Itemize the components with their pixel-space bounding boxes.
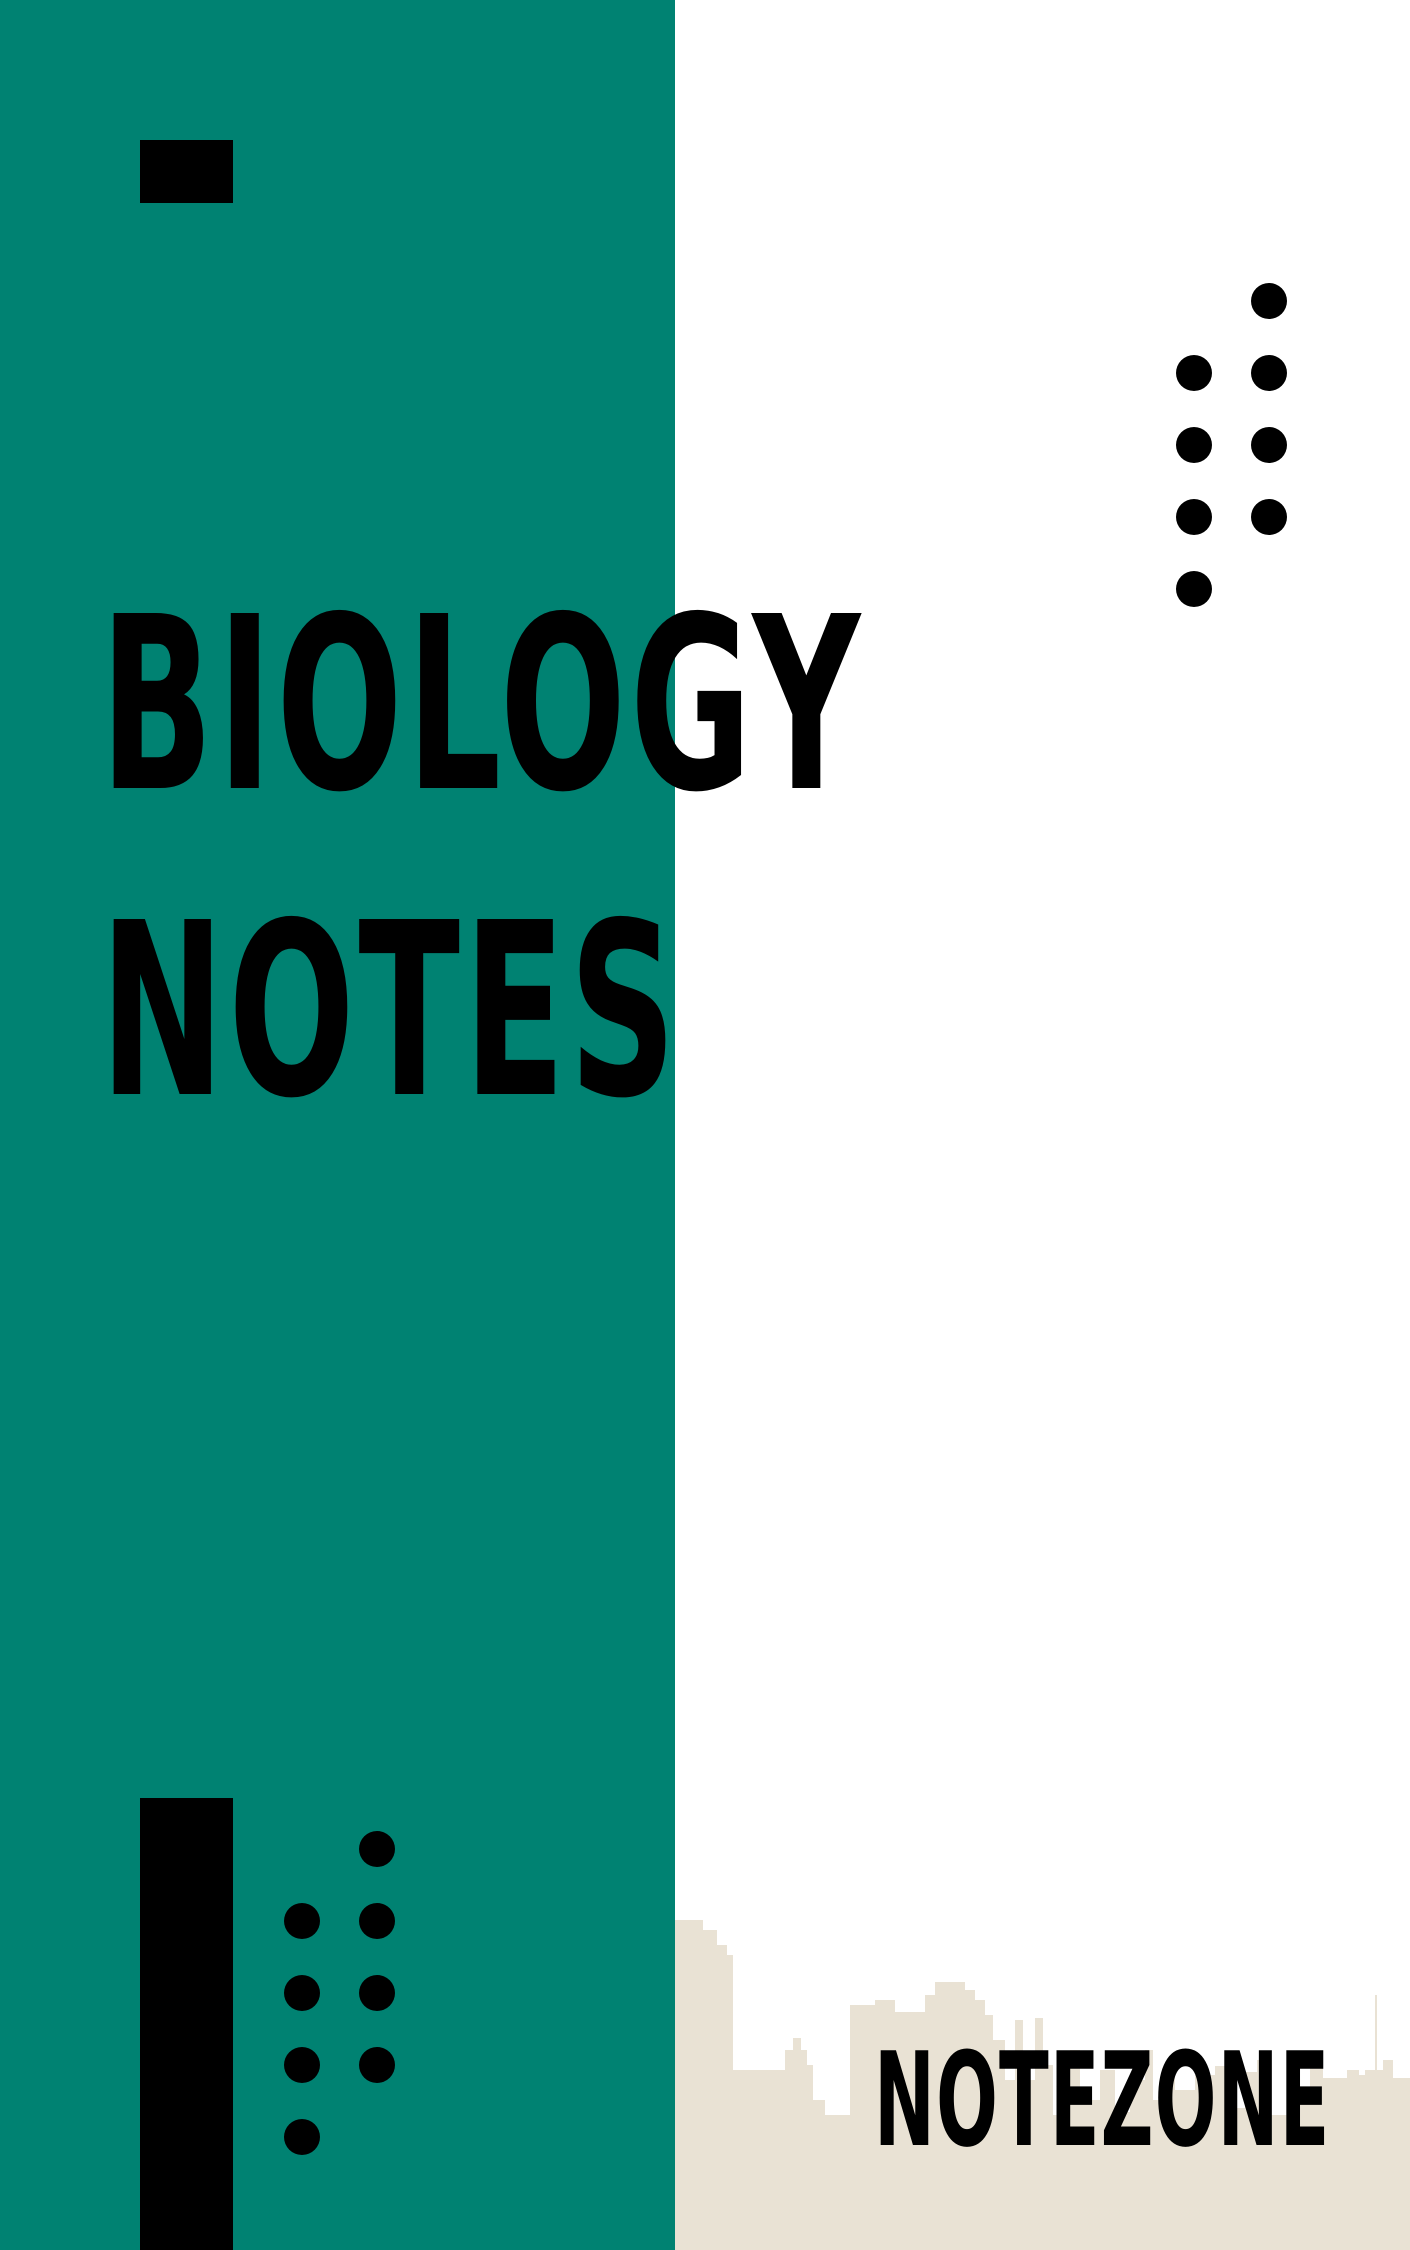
dot <box>1176 355 1212 391</box>
teal-panel <box>0 0 675 2250</box>
cover-title: BIOLOGY NOTES <box>100 552 864 1164</box>
dot <box>1251 499 1287 535</box>
dot <box>359 1975 395 2011</box>
title-line-1: BIOLOGY <box>100 565 864 845</box>
dot <box>1176 571 1212 607</box>
city-skyline-icon <box>675 1920 1410 2250</box>
brand-name: NOTEZONE <box>874 2024 1331 2176</box>
dot <box>284 1903 320 1939</box>
dot <box>359 1903 395 1939</box>
dot <box>359 2047 395 2083</box>
dot <box>1176 427 1212 463</box>
dot <box>1251 355 1287 391</box>
black-bar-bottom <box>140 1798 233 2250</box>
dot <box>1251 427 1287 463</box>
title-line-2: NOTES <box>100 871 680 1151</box>
dot <box>284 2047 320 2083</box>
dot <box>1176 499 1212 535</box>
black-rectangle-top <box>140 140 233 203</box>
dot <box>284 2119 320 2155</box>
dot <box>1251 283 1287 319</box>
dot <box>359 1831 395 1867</box>
dot <box>284 1975 320 2011</box>
